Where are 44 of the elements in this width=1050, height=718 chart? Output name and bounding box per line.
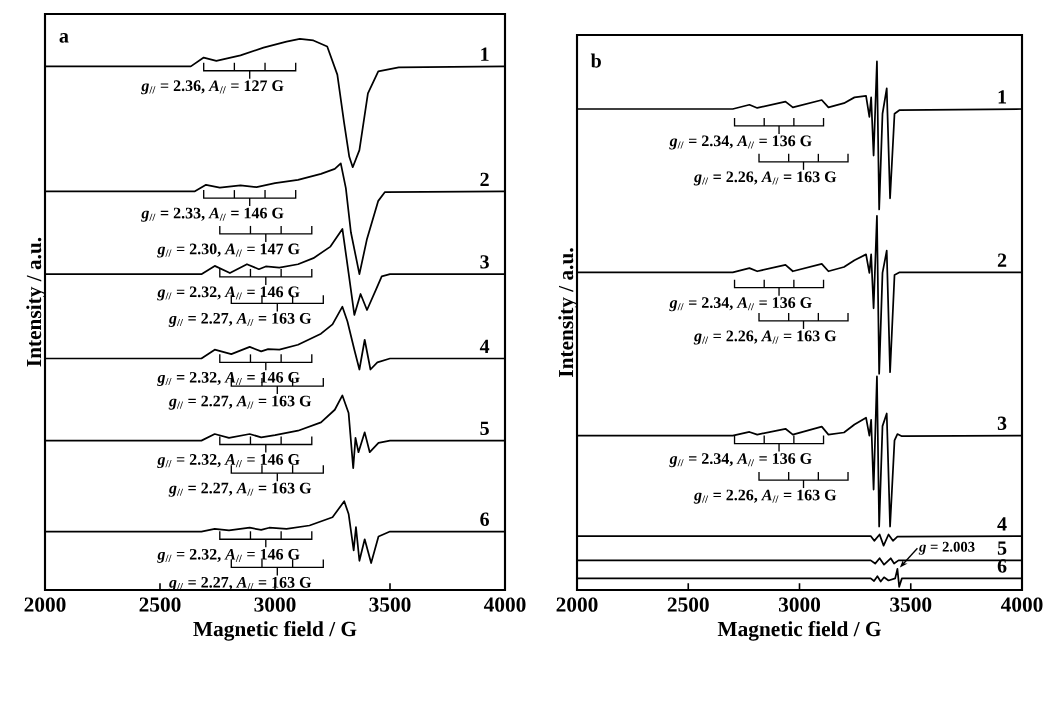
annotation: g$_{//}$ = 2.34, A$_{//}$ = 136 G (669, 297, 812, 312)
x-tick-label: 3000 (254, 597, 296, 612)
y-axis-title: Intensity / a.u. (26, 237, 46, 367)
chart-title: b (590, 53, 601, 68)
x-tick-label: 3000 (778, 597, 821, 612)
annotation: g$_{//}$ = 2.26, A$_{//}$ = 163 G (693, 330, 837, 345)
annotation: g$_{//}$ = 2.27, A$_{//}$ = 163 G (168, 395, 312, 410)
x-tick-label: 4000 (483, 597, 526, 612)
series-label: 3 (997, 416, 1007, 431)
x-tick-label: 2500 (139, 597, 181, 612)
series-label: 4 (479, 339, 490, 353)
x-tick-label: 3500 (890, 597, 932, 612)
annotation: g$_{//}$ = 2.30, A$_{//}$ = 147 G (157, 243, 300, 258)
annotation: g$_{//}$ = 2.32, A$_{//}$ = 146 G (157, 286, 300, 301)
annotation: g$_{//}$ = 2.27, A$_{//}$ = 163 G (168, 482, 312, 497)
x-tick-label: 2000 (24, 597, 66, 612)
annotation: g$_{//}$ = 2.26, A$_{//}$ = 163 G (693, 489, 837, 504)
annotation: g$_{//}$ = 2.26, A$_{//}$ = 163 G (693, 171, 837, 186)
series-label: 5 (997, 541, 1007, 555)
annotation: g$_{//}$ = 2.32, A$_{//}$ = 146 G (157, 454, 300, 469)
series-label: 4 (997, 517, 1007, 531)
x-tick-label: 4000 (1000, 597, 1043, 612)
annotation: g$_{//}$ = 2.36, A$_{//}$ = 127 G (141, 80, 284, 95)
y-axis-title: Intensity / a.u. (558, 248, 578, 377)
series-label: 2 (480, 172, 489, 186)
annotation: g = 2.003 (918, 541, 975, 555)
chart-title: a (59, 33, 69, 43)
x-axis-title: Magnetic field / G (717, 620, 881, 641)
annotation: g$_{//}$ = 2.34, A$_{//}$ = 136 G (669, 453, 812, 468)
series-label: 2 (997, 253, 1007, 267)
series-label: 5 (480, 421, 489, 436)
x-axis-title: Magnetic field / G (193, 620, 357, 641)
x-tick-label: 2500 (667, 597, 709, 612)
series-label: 3 (480, 255, 489, 269)
annotation: g$_{//}$ = 2.32, A$_{//}$ = 146 G (157, 548, 300, 563)
annotation: g$_{//}$ = 2.27, A$_{//}$ = 163 G (168, 312, 312, 327)
annotation: g$_{//}$ = 2.33, A$_{//}$ = 146 G (141, 207, 284, 222)
series-label: 1 (481, 47, 489, 61)
annotation: g$_{//}$ = 2.34, A$_{//}$ = 136 G (669, 135, 812, 150)
x-tick-label: 3500 (369, 597, 411, 612)
series-label: 6 (480, 512, 490, 526)
series-label: 1 (998, 90, 1007, 104)
x-tick-label: 2000 (556, 597, 598, 612)
annotation: g$_{//}$ = 2.32, A$_{//}$ = 146 G (157, 371, 300, 386)
